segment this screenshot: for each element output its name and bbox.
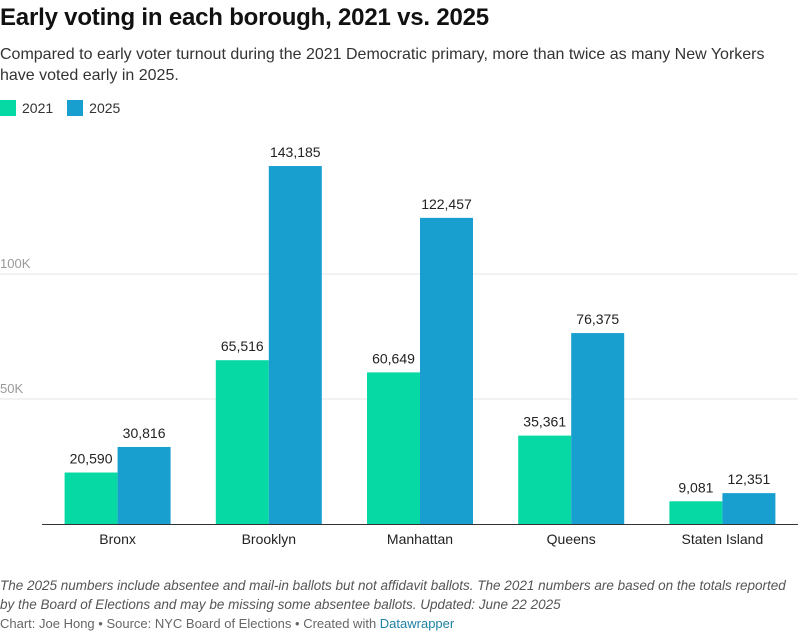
chart-subtitle: Compared to early voter turnout during t… [0, 46, 765, 84]
data-label: 65,516 [221, 338, 264, 354]
bar-chart: 50K 100K 20,590 30,816 Bronx 65,516 143,185 Bro… [0, 144, 798, 547]
x-tick-label: Bronx [99, 531, 136, 547]
legend-label-2025: 2025 [89, 100, 121, 116]
bar-2025-bronx [117, 446, 171, 524]
bar-2025-queens [571, 333, 625, 524]
bar-2021-brooklyn [215, 360, 269, 524]
y-tick-label: 50K [0, 381, 23, 396]
legend-item-2021: 2021 [0, 100, 53, 116]
y-tick-label: 100K [0, 256, 31, 271]
data-label: 143,185 [270, 144, 321, 160]
legend-swatch-2021 [0, 100, 16, 116]
legend-item-2025: 2025 [67, 100, 120, 116]
chart-notes: The 2025 numbers include absentee and ma… [0, 578, 786, 612]
data-label: 12,351 [727, 471, 770, 487]
bar-2021-queens [518, 435, 572, 524]
bar-2025-brooklyn [268, 166, 322, 524]
data-label: 20,590 [70, 451, 113, 467]
credit-text: Chart: Joe Hong • Source: NYC Board of E… [0, 616, 380, 631]
bar-2021-bronx [64, 472, 118, 524]
chart-credit: Chart: Joe Hong • Source: NYC Board of E… [0, 616, 454, 631]
data-label: 30,816 [123, 425, 166, 441]
legend: 2021 2025 [0, 100, 120, 116]
bar-2021-staten-island [669, 501, 723, 524]
legend-swatch-2025 [67, 100, 84, 116]
bar-2025-staten-island [722, 493, 776, 524]
bar-2025-manhattan [420, 217, 473, 525]
legend-label-2021: 2021 [22, 100, 54, 116]
data-label: 35,361 [523, 414, 566, 430]
data-label: 122,457 [421, 196, 472, 212]
x-tick-label: Queens [547, 531, 596, 547]
x-tick-label: Manhattan [387, 531, 453, 547]
data-label: 9,081 [678, 479, 713, 495]
x-tick-label: Staten Island [682, 531, 764, 547]
x-tick-label: Brooklyn [242, 531, 296, 547]
chart-title: Early voting in each borough, 2021 vs. 2… [0, 4, 489, 31]
data-label: 76,375 [576, 311, 619, 327]
data-label: 60,649 [372, 350, 415, 366]
datawrapper-link[interactable]: Datawrapper [379, 616, 455, 631]
bar-2021-manhattan [367, 372, 420, 524]
